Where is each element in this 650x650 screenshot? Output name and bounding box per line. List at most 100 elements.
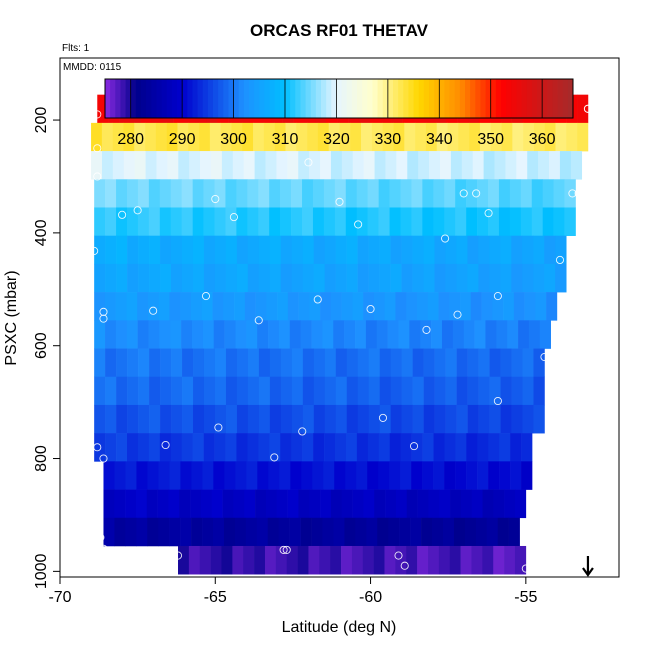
heatmap-cell <box>221 545 233 575</box>
heatmap-cell <box>433 207 445 236</box>
heatmap-cell <box>213 461 225 490</box>
heatmap-cell <box>456 404 468 434</box>
heatmap-cell <box>234 292 246 321</box>
heatmap-cell <box>170 179 182 208</box>
heatmap-cell <box>148 179 161 208</box>
heatmap-cell <box>105 263 117 293</box>
heatmap-cell <box>302 376 315 406</box>
heatmap-cell <box>188 545 201 575</box>
colorbar-segment <box>506 79 512 118</box>
heatmap-cell <box>319 545 331 575</box>
heatmap-cell <box>236 348 249 378</box>
colorbar-segment <box>459 79 466 118</box>
colorbar-segment <box>264 79 270 118</box>
heatmap-cell <box>531 207 543 236</box>
heatmap-cell <box>515 489 527 519</box>
heatmap-cell <box>401 348 413 378</box>
heatmap-cell <box>455 433 467 462</box>
flight-point <box>133 206 142 215</box>
heatmap-cell <box>553 207 565 236</box>
heatmap-cell <box>434 263 446 293</box>
heatmap-cell <box>101 122 113 152</box>
heatmap-cell <box>127 376 139 406</box>
heatmap-cell <box>544 235 556 265</box>
heatmap-cell <box>278 517 290 547</box>
flight-point <box>149 306 158 315</box>
heatmap-cell <box>268 320 280 349</box>
heatmap-cell <box>180 292 192 321</box>
heatmap-cell <box>357 376 370 406</box>
heatmap-cell <box>301 461 313 490</box>
heatmap-cell <box>504 545 516 575</box>
heatmap-cell <box>147 517 159 547</box>
heatmap-cell <box>209 122 221 152</box>
heatmap-cell <box>313 263 325 293</box>
colorbar-segment <box>408 79 414 118</box>
heatmap-cell <box>489 263 501 293</box>
heatmap-cell <box>513 292 525 321</box>
heatmap-cell <box>171 263 183 293</box>
colorbar-segment <box>130 79 137 118</box>
colorbar-segment <box>465 79 471 118</box>
colorbar-segment <box>336 79 342 118</box>
colorbar-segment <box>105 79 111 118</box>
heatmap-cell <box>341 545 353 575</box>
colorbar-segment <box>357 79 363 118</box>
heatmap-cell <box>255 489 267 519</box>
flight-point <box>298 427 307 436</box>
heatmap-cell <box>244 489 256 519</box>
heatmap-cell <box>542 179 554 208</box>
heatmap-cell <box>114 517 126 547</box>
heatmap-cell <box>428 545 440 575</box>
colorbar-tick-label: 350 <box>477 131 504 148</box>
flight-point <box>254 316 263 325</box>
heatmap-cell <box>489 376 501 406</box>
heatmap-cell <box>521 461 533 490</box>
heatmap-cell <box>300 517 312 547</box>
heatmap-cell <box>434 235 446 265</box>
heatmap-cell <box>214 263 227 293</box>
heatmap-cell <box>472 151 484 180</box>
heatmap-cell <box>492 292 504 321</box>
heatmap-cell <box>362 545 374 575</box>
heatmap-cell <box>243 151 255 180</box>
heatmap-cell <box>389 433 401 462</box>
heatmap-cell <box>191 292 203 321</box>
heatmap-cell <box>522 348 534 378</box>
heatmap-cell <box>494 151 506 180</box>
heatmap-cell <box>439 151 452 180</box>
heatmap-cell <box>323 207 336 236</box>
colorbar-segment <box>382 79 389 118</box>
heatmap-cell <box>477 179 489 208</box>
heatmap-cell <box>97 94 109 124</box>
flight-point <box>93 172 102 181</box>
colorbar-segment <box>187 79 193 118</box>
heatmap-cell <box>291 433 303 462</box>
colorbar-segment <box>171 79 178 118</box>
heatmap-cell <box>193 404 205 434</box>
heatmap-cell <box>425 122 438 152</box>
heatmap-cell <box>105 433 117 462</box>
heatmap-cell <box>363 489 375 519</box>
heatmap-cell <box>307 122 319 152</box>
heatmap-cell <box>324 263 336 293</box>
heatmap-cell <box>467 235 479 265</box>
heatmap-cell <box>396 151 408 180</box>
flight-point <box>282 545 291 554</box>
heatmap-cell <box>390 376 402 406</box>
heatmap-cell <box>203 433 215 462</box>
heatmap-cell <box>368 263 380 293</box>
heatmap-cell <box>339 122 351 152</box>
heatmap-cell <box>450 151 463 180</box>
heatmap-cell <box>276 151 288 180</box>
heatmap-cell <box>242 122 254 152</box>
heatmap-cell <box>280 404 293 434</box>
heatmap-cell <box>422 433 434 462</box>
heatmap-cell <box>275 545 288 575</box>
heatmap-cell <box>344 320 356 349</box>
down-arrow-icon <box>582 556 594 577</box>
heatmap-cell <box>404 122 416 152</box>
arrow-head <box>582 567 594 577</box>
heatmap-cell <box>417 545 429 575</box>
heatmap-cell <box>235 320 247 349</box>
